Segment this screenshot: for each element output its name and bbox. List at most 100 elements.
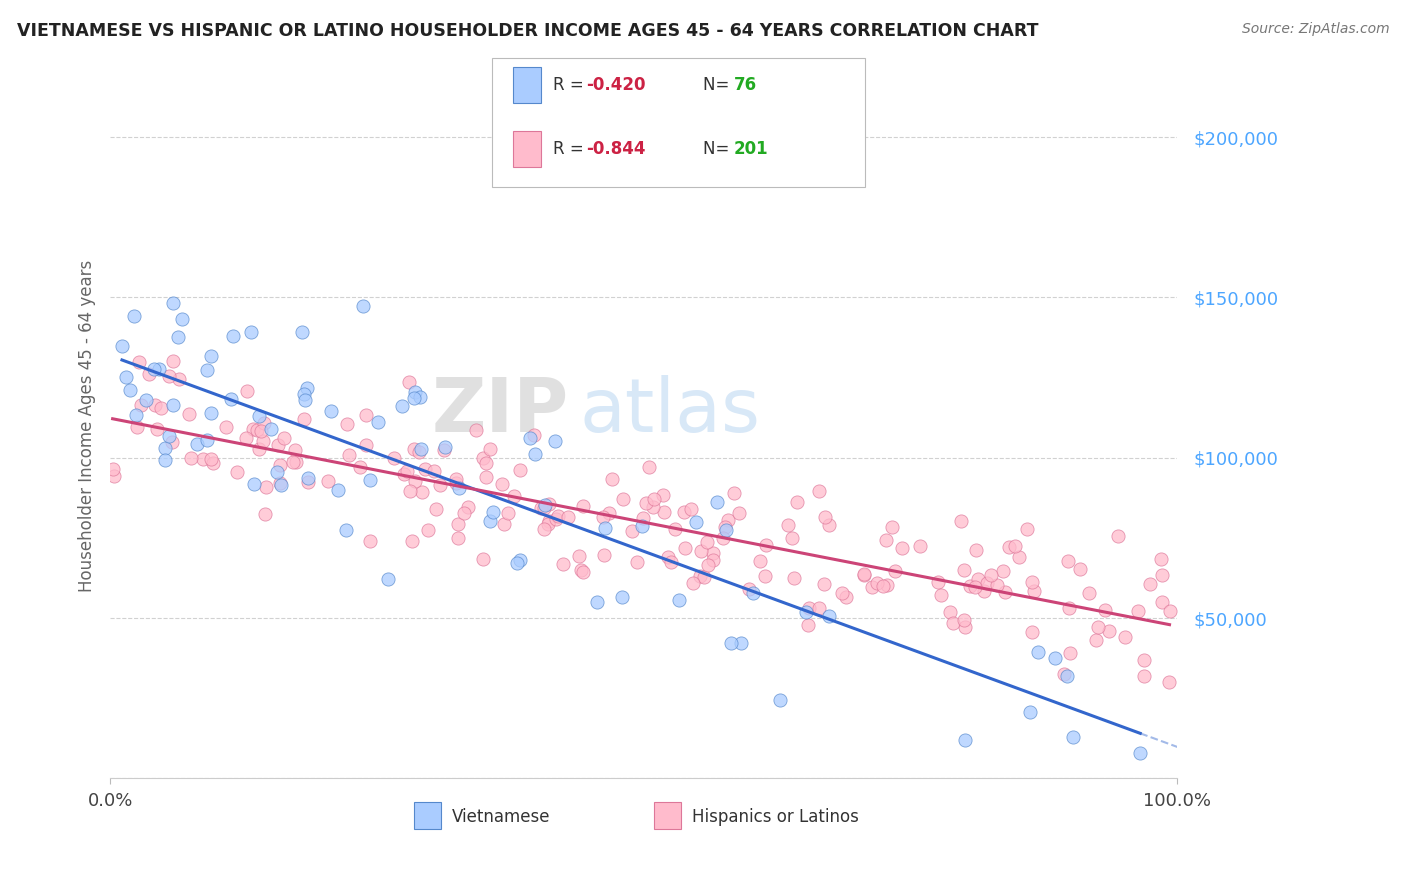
Point xyxy=(247,409,270,424)
Point xyxy=(1004,539,1026,553)
Point xyxy=(404,384,426,399)
Point xyxy=(297,471,319,485)
Point xyxy=(959,579,981,593)
Text: N=: N= xyxy=(703,76,734,94)
Point xyxy=(1021,625,1043,640)
Point xyxy=(284,442,307,457)
Point xyxy=(884,564,907,578)
Point xyxy=(235,384,257,399)
Point xyxy=(1085,633,1108,648)
Point xyxy=(235,431,257,445)
Point xyxy=(200,349,222,363)
Point xyxy=(738,582,761,596)
Point xyxy=(706,494,728,508)
Point xyxy=(769,692,792,706)
Point xyxy=(1008,549,1031,564)
Point xyxy=(621,524,644,538)
Point xyxy=(240,325,263,339)
Point xyxy=(243,476,266,491)
Point xyxy=(120,383,142,397)
Point xyxy=(111,339,134,353)
Point xyxy=(197,433,219,447)
Point xyxy=(783,571,806,585)
Point xyxy=(572,565,595,579)
Point xyxy=(135,392,157,407)
Point xyxy=(598,506,620,520)
Point xyxy=(222,328,245,343)
Point xyxy=(157,369,180,384)
Point xyxy=(153,441,176,455)
Point xyxy=(633,510,655,524)
Point xyxy=(569,562,592,576)
Point xyxy=(252,434,274,448)
Point xyxy=(652,505,675,519)
Point xyxy=(780,531,803,545)
Point xyxy=(786,495,808,509)
Point xyxy=(1062,730,1084,744)
Point xyxy=(797,600,820,615)
Point xyxy=(533,498,555,512)
Point xyxy=(682,576,704,591)
Text: Hispanics or Latinos: Hispanics or Latinos xyxy=(692,808,859,826)
Point xyxy=(433,443,456,458)
Point xyxy=(101,462,124,476)
Point xyxy=(652,488,675,502)
Point xyxy=(446,531,468,545)
Point xyxy=(1150,552,1173,566)
Point xyxy=(610,590,633,604)
Point xyxy=(384,451,406,466)
Point xyxy=(519,431,541,445)
Point xyxy=(966,572,988,586)
Point xyxy=(776,518,799,533)
Point xyxy=(354,408,377,422)
Point xyxy=(285,455,308,469)
Point xyxy=(714,523,737,537)
Point xyxy=(994,584,1017,599)
Point xyxy=(335,523,357,537)
Point xyxy=(965,580,987,594)
Point xyxy=(568,549,591,564)
Point xyxy=(162,353,184,368)
Point xyxy=(980,567,1002,582)
Text: 201: 201 xyxy=(734,140,769,158)
Point xyxy=(408,445,430,459)
Point xyxy=(425,501,447,516)
Point xyxy=(685,516,707,530)
Point xyxy=(557,510,579,524)
Point xyxy=(1015,522,1038,536)
Point xyxy=(544,512,567,526)
Point xyxy=(167,372,190,386)
Y-axis label: Householder Income Ages 45 - 64 years: Householder Income Ages 45 - 64 years xyxy=(79,260,96,592)
Point xyxy=(689,568,711,582)
Point xyxy=(876,578,898,592)
Text: N=: N= xyxy=(703,140,734,158)
Point xyxy=(690,544,713,558)
Point xyxy=(471,551,494,566)
Point xyxy=(1045,651,1067,665)
Point xyxy=(1152,595,1174,609)
Point xyxy=(146,422,169,436)
Point xyxy=(696,534,718,549)
Point xyxy=(270,478,292,492)
Point xyxy=(447,516,470,531)
Point xyxy=(1059,646,1081,660)
Point xyxy=(404,442,426,457)
Point xyxy=(1021,575,1043,590)
Point xyxy=(356,438,378,452)
Text: ZIP: ZIP xyxy=(432,376,569,448)
Point xyxy=(509,463,531,477)
Point xyxy=(367,415,389,429)
Text: R =: R = xyxy=(553,140,589,158)
Point xyxy=(668,592,690,607)
Point xyxy=(953,563,976,577)
Point xyxy=(1057,600,1080,615)
Point xyxy=(875,533,897,548)
Point xyxy=(273,431,295,445)
Point xyxy=(1132,669,1154,683)
Point xyxy=(143,398,166,412)
Point xyxy=(586,595,609,609)
Point xyxy=(1069,562,1091,576)
Point xyxy=(711,531,734,545)
Point xyxy=(890,541,912,555)
Point xyxy=(494,517,516,532)
